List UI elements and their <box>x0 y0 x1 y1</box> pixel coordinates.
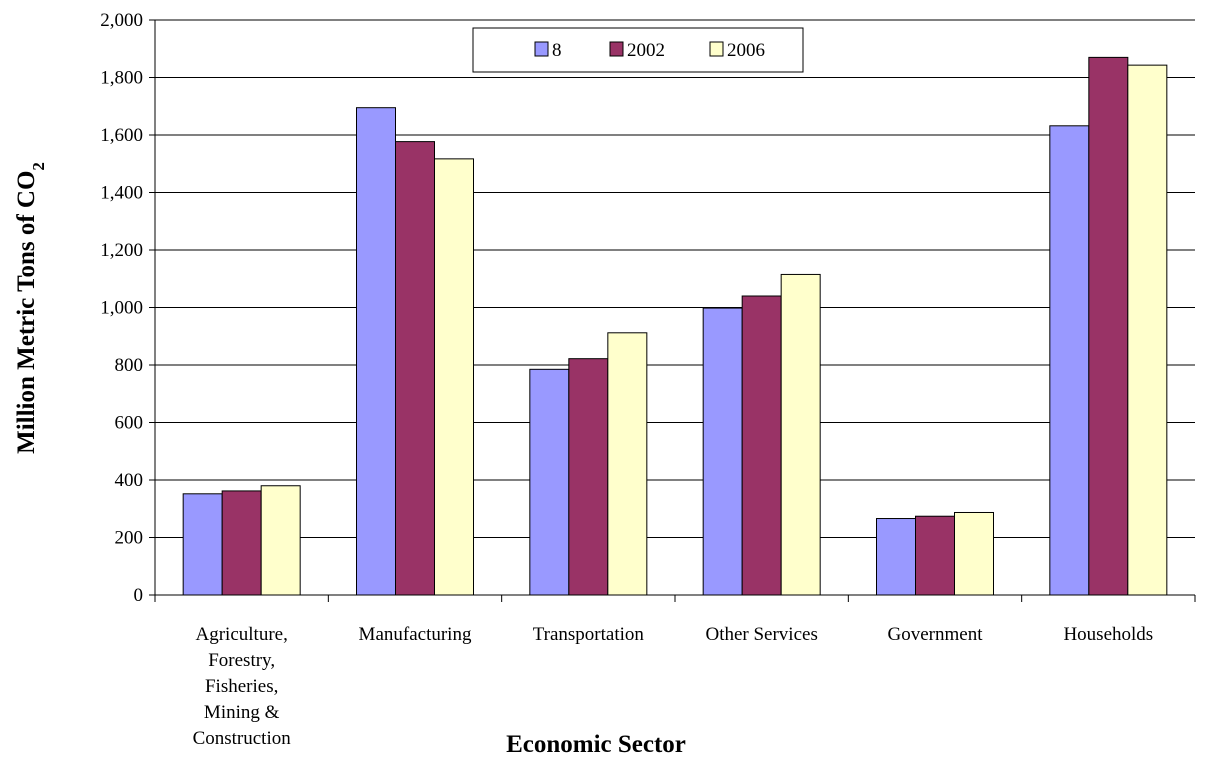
bar <box>434 158 474 596</box>
axes <box>149 19 1196 602</box>
bar <box>395 141 435 596</box>
y-tick-label: 600 <box>115 413 144 434</box>
bar <box>915 515 955 596</box>
x-category-label: Manufacturing <box>359 624 472 645</box>
legend-swatch <box>609 41 624 57</box>
bar <box>356 107 396 596</box>
bar <box>260 485 301 596</box>
y-tick-label: 1,200 <box>100 240 143 261</box>
y-axis-title-main: Million Metric Tons of CO <box>13 171 40 454</box>
bar <box>1088 56 1129 596</box>
legend-swatch <box>709 41 724 57</box>
legend-label: 8 <box>552 40 562 61</box>
legend-swatch <box>534 41 549 57</box>
x-category-label-line: Forestry, <box>208 650 275 671</box>
x-category-label: Transportation <box>533 624 645 645</box>
gridlines <box>155 19 1195 538</box>
x-category-label-line: Construction <box>193 728 292 749</box>
y-tick-label: 800 <box>115 355 144 376</box>
legend-label: 2006 <box>727 40 765 61</box>
y-tick-label: 1,000 <box>100 298 143 319</box>
x-category-label-line: Other Services <box>705 624 817 645</box>
bar <box>741 295 782 596</box>
y-axis-title: Million Metric Tons of CO2 <box>13 162 48 454</box>
bar <box>780 273 821 596</box>
bar <box>568 358 609 596</box>
y-tick-label: 400 <box>115 470 144 491</box>
x-category-labels: Agriculture, Forestry, Fisheries, Mining & C… <box>193 624 1154 749</box>
bar <box>182 493 223 596</box>
y-tick-label: 2,000 <box>100 10 143 31</box>
bars <box>182 56 1168 596</box>
bar <box>954 511 994 596</box>
y-tick-label: 1,400 <box>100 183 143 204</box>
x-category-label-line: Agriculture, <box>196 624 288 645</box>
bar <box>221 490 262 596</box>
y-axis-title-subscript: 2 <box>29 162 48 171</box>
legend-box <box>472 27 804 73</box>
x-category-label-line: Government <box>888 624 984 645</box>
y-tick-label: 1,600 <box>100 125 143 146</box>
legend-label: 2002 <box>627 40 665 61</box>
bar <box>1127 64 1168 596</box>
x-category-label: Agriculture, Forestry, Fisheries, Mining & C… <box>193 624 292 749</box>
bar <box>702 307 743 596</box>
x-category-label-line: Households <box>1063 624 1153 645</box>
bar <box>876 518 916 596</box>
legend: 8 2002 2006 <box>472 27 804 73</box>
bar <box>529 368 570 596</box>
x-category-label-line: Mining & <box>204 702 280 723</box>
y-tick-label: 0 <box>134 585 144 606</box>
x-axis-title: Economic Sector <box>506 731 686 758</box>
bar <box>607 332 648 596</box>
bar <box>1049 125 1090 596</box>
y-tick-label: 200 <box>115 528 144 549</box>
x-category-label: Other Services <box>705 624 817 645</box>
x-category-label: Households <box>1063 624 1153 645</box>
y-tick-label: 1,800 <box>100 68 143 89</box>
x-category-label-line: Transportation <box>533 624 645 645</box>
y-tick-labels: 0 200 400 600 800 1,000 1,200 1,400 1,600 1,800 2,… <box>100 10 143 606</box>
x-category-label-line: Manufacturing <box>359 624 472 645</box>
x-category-label-line: Fisheries, <box>205 676 278 697</box>
x-category-label: Government <box>888 624 984 645</box>
